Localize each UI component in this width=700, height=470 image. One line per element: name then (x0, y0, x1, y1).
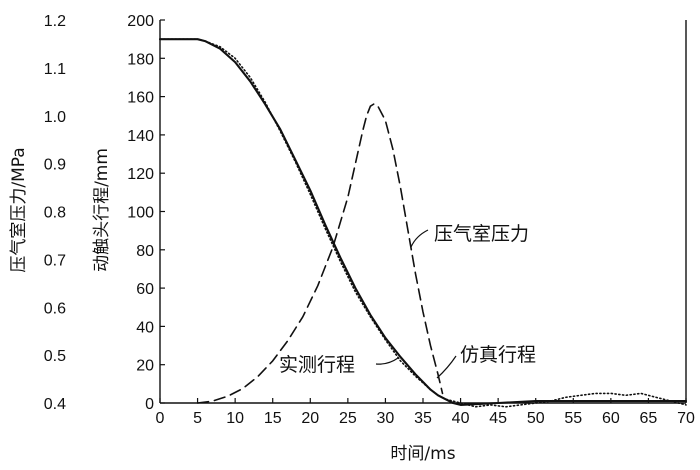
annotation-pressure: 压气室压力 (434, 223, 529, 245)
pressure-tick-label: 1.2 (44, 13, 66, 30)
annotation-simulated-stroke: 仿真行程 (460, 344, 536, 366)
stroke-axis-title: 动触头行程/mm (92, 148, 112, 272)
stroke-tick-label: 100 (127, 205, 154, 222)
x-tick-label: 40 (452, 410, 470, 427)
stroke-tick-label: 200 (127, 13, 154, 30)
x-tick-label: 5 (193, 410, 202, 427)
stroke-tick-label: 120 (127, 166, 154, 183)
x-tick-label: 35 (414, 410, 432, 427)
pressure-tick-label: 0.5 (44, 348, 66, 365)
x-tick-label: 65 (640, 410, 658, 427)
x-tick-label: 0 (156, 410, 165, 427)
pressure-tick-label: 0.7 (44, 252, 66, 269)
pressure-tick-label: 1.0 (44, 109, 66, 126)
stroke-tick-label: 140 (127, 128, 154, 145)
axes: 0 5 10 15 20 25 30 35 40 45 50 55 60 65 70 0 20 40 60 80 100… (9, 13, 695, 464)
x-tick-label: 70 (677, 410, 695, 427)
x-tick-label: 15 (264, 410, 282, 427)
pressure-tick-label: 0.9 (44, 157, 66, 174)
x-tick-label: 60 (602, 410, 620, 427)
annotation-layer: 压气室压力 实测行程 仿真行程 (279, 223, 536, 379)
x-tick-label: 55 (564, 410, 582, 427)
x-axis-title: 时间/ms (390, 444, 455, 464)
series-line-1 (159, 38, 687, 408)
leader-simulated-stroke (436, 355, 457, 379)
stroke-tick-label: 0 (145, 396, 154, 413)
stroke-tick-label: 160 (127, 90, 154, 107)
stroke-tick-label: 80 (136, 243, 154, 260)
leader-measured-stroke (375, 357, 399, 365)
leader-pressure (410, 229, 429, 248)
stroke-tick-label: 180 (127, 51, 154, 68)
stroke-tick-label: 20 (136, 358, 154, 375)
series-line-2 (196, 103, 444, 404)
x-tick-label: 20 (301, 410, 319, 427)
series-line-0 (158, 38, 688, 406)
stroke-tick-label: 40 (136, 319, 154, 336)
series-layer (158, 38, 688, 408)
pressure-tick-label: 0.6 (44, 300, 66, 317)
x-tick-label: 50 (527, 410, 545, 427)
pressure-tick-label: 0.8 (44, 205, 66, 222)
pressure-axis-title: 压气室压力/MPa (9, 147, 29, 272)
x-tick-label: 25 (339, 410, 357, 427)
annotation-measured-stroke: 实测行程 (279, 354, 355, 376)
x-tick-label: 45 (489, 410, 507, 427)
stroke-tick-label: 60 (136, 281, 154, 298)
pressure-tick-label: 1.1 (44, 61, 66, 78)
pressure-tick-label: 0.4 (44, 396, 66, 413)
x-tick-label: 30 (377, 410, 395, 427)
x-tick-label: 10 (226, 410, 244, 427)
